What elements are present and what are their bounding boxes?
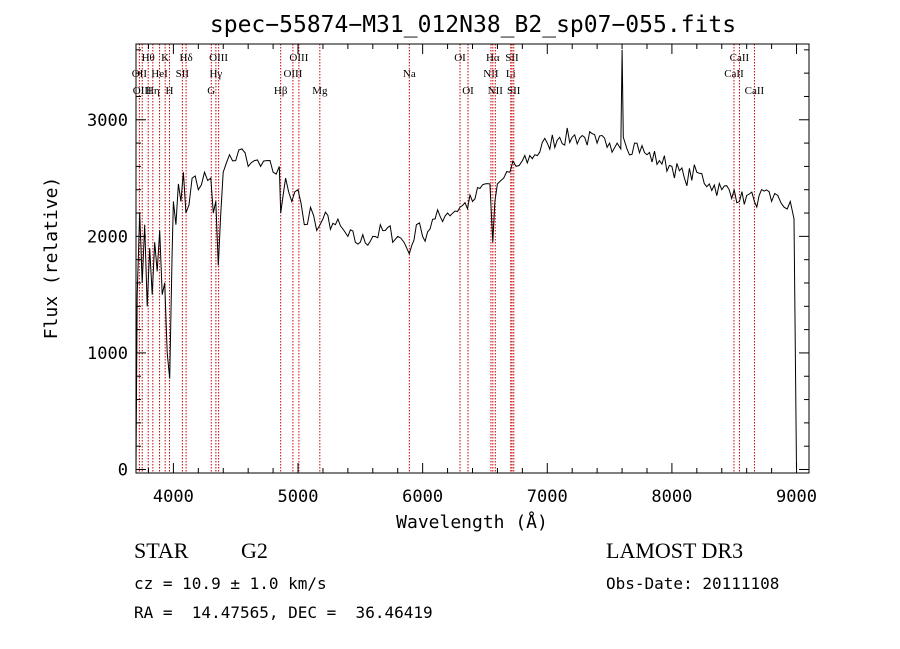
survey-release: LAMOST DR3 xyxy=(606,538,744,563)
spectrum-line xyxy=(135,49,797,470)
line-marker-label: OIII xyxy=(289,52,308,64)
x-tick-label: 8000 xyxy=(651,487,692,507)
line-marker-label: K xyxy=(161,52,169,64)
line-marker-label: OI xyxy=(454,52,466,64)
emission-line-markers: OIIOIIIHθHηHeIKHSIIHδGHγOIIIHβOIIIOIIIMg… xyxy=(132,44,765,473)
plot-frame xyxy=(135,43,810,474)
radial-velocity: cz = 10.9 ± 1.0 km/s xyxy=(134,574,327,593)
x-tick-label: 7000 xyxy=(527,487,568,507)
line-marker-label: OIII xyxy=(133,85,152,97)
line-marker-label: Hθ xyxy=(142,52,155,64)
line-marker-label: Hα xyxy=(486,52,500,64)
observation-date: Obs-Date: 20111108 xyxy=(606,574,780,593)
y-tick-label: 3000 xyxy=(87,111,128,131)
line-marker-label: SII xyxy=(507,85,521,97)
line-marker-label: Hη xyxy=(146,85,160,97)
line-marker-label: OIII xyxy=(209,52,228,64)
y-tick-label: 1000 xyxy=(87,344,128,364)
y-axis-label: Flux (relative) xyxy=(41,177,62,340)
x-tick-label: 5000 xyxy=(278,487,319,507)
line-marker-label: Mg xyxy=(312,85,328,97)
line-marker-label: OII xyxy=(132,68,148,80)
x-tick-label: 4000 xyxy=(153,487,194,507)
line-marker-label: Li xyxy=(506,68,516,80)
y-tick-label: 2000 xyxy=(87,227,128,247)
line-marker-label: SII xyxy=(505,52,519,64)
line-marker-label: HeI xyxy=(151,68,168,80)
line-marker-label: OIII xyxy=(283,68,302,80)
line-marker-label: Hδ xyxy=(180,52,193,64)
spectral-subclass: G2 xyxy=(241,538,268,563)
line-marker-label: G xyxy=(207,85,215,97)
line-marker-label: H xyxy=(166,85,174,97)
line-marker-label: NII xyxy=(483,68,499,80)
axes: 4000 5000 6000 7000 8000 9000 0 1000 2000 3000 xyxy=(87,44,817,507)
coordinates: RA = 14.47565, DEC = 36.46419 xyxy=(134,603,433,622)
line-marker-label: CaII xyxy=(745,85,765,97)
line-marker-label: Hβ xyxy=(274,85,288,97)
chart-title: spec−55874−M31_012N38_B2_sp07−055.fits xyxy=(210,12,736,38)
line-marker-label: CaII xyxy=(730,52,750,64)
object-type: STAR xyxy=(134,538,189,563)
line-marker-label: NII xyxy=(488,85,504,97)
line-marker-label: OI xyxy=(462,85,474,97)
line-marker-label: SII xyxy=(176,68,190,80)
x-tick-label: 9000 xyxy=(776,487,817,507)
x-axis-label: Wavelength (Å) xyxy=(396,511,548,533)
y-tick-label: 0 xyxy=(118,461,128,481)
line-marker-label: Hγ xyxy=(209,68,222,80)
line-marker-label: Na xyxy=(403,68,416,80)
line-marker-label: CaII xyxy=(724,68,744,80)
x-tick-label: 6000 xyxy=(402,487,443,507)
